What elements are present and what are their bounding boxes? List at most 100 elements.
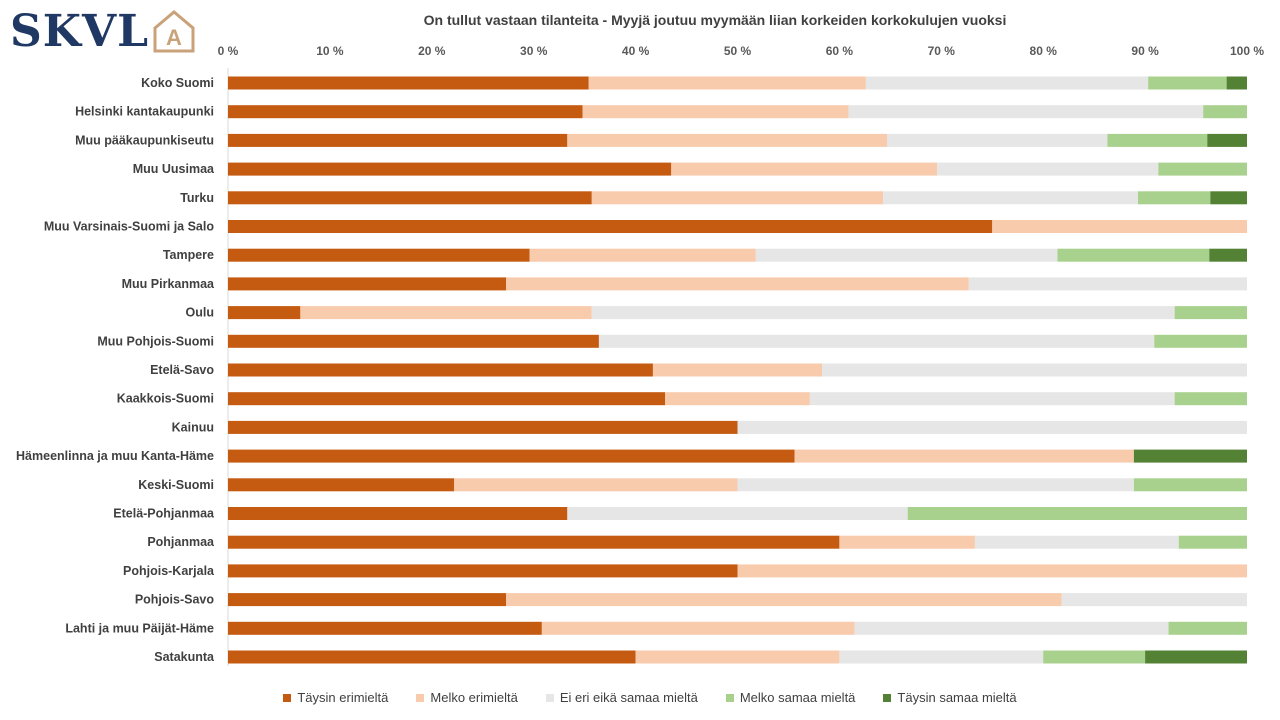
- bar-segment: [974, 535, 1179, 549]
- bar-segment: [300, 306, 592, 320]
- bar-segment: [228, 449, 795, 463]
- bar-segment: [865, 76, 1149, 90]
- bar-segment: [1154, 334, 1247, 348]
- category-label: Muu Varsinais-Suomi ja Salo: [44, 220, 215, 234]
- category-label: Muu Uusimaa: [133, 162, 215, 176]
- category-label: Lahti ja muu Päijät-Häme: [65, 621, 214, 635]
- bar-segment: [665, 392, 810, 406]
- bar-segment: [652, 363, 823, 377]
- category-label: Tampere: [163, 248, 214, 262]
- bar-segment: [567, 133, 888, 147]
- bar-segment: [1057, 248, 1210, 262]
- x-tick-label: 30 %: [520, 44, 548, 58]
- legend-label: Täysin samaa mieltä: [897, 690, 1017, 705]
- bar-segment: [992, 220, 1247, 233]
- bar-segment: [839, 535, 975, 549]
- bar-segment: [228, 76, 589, 90]
- x-tick-label: 70 %: [928, 44, 956, 58]
- bar-segment: [1207, 133, 1247, 147]
- bar-segment: [883, 191, 1138, 205]
- bar-segment: [1209, 248, 1247, 262]
- bar-segment: [228, 306, 301, 320]
- legend-label: Ei eri eikä samaa mieltä: [559, 690, 698, 705]
- bar-segment: [1174, 306, 1247, 320]
- bar-segment: [228, 564, 738, 578]
- legend-item: Melko erimieltä: [416, 690, 518, 705]
- bar-segment: [598, 334, 1155, 348]
- category-label: Pohjois-Karjala: [123, 564, 215, 578]
- legend-label: Melko samaa mieltä: [739, 690, 856, 705]
- x-tick-label: 20 %: [418, 44, 446, 58]
- bar-segment: [809, 392, 1175, 406]
- category-label: Etelä-Pohjanmaa: [113, 507, 215, 521]
- bar-segment: [588, 76, 866, 90]
- bar-segment: [887, 133, 1108, 147]
- bar-segment: [228, 478, 455, 492]
- logo-text: SKVL: [10, 6, 150, 57]
- bar-segment: [794, 449, 1134, 463]
- x-tick-label: 40 %: [622, 44, 650, 58]
- category-label: Oulu: [186, 306, 214, 320]
- bar-segment: [506, 277, 969, 291]
- logo: SKVL A: [10, 6, 197, 58]
- category-label: Satakunta: [154, 650, 215, 664]
- bar-segment: [1061, 593, 1247, 607]
- bar-segment: [582, 105, 849, 119]
- bar-segment: [228, 621, 542, 635]
- house-logo-icon: A: [153, 10, 195, 53]
- x-tick-label: 100 %: [1230, 44, 1264, 58]
- bar-segment: [635, 650, 840, 664]
- bar-segment: [228, 507, 568, 520]
- bar-segment: [1107, 133, 1208, 147]
- chart-legend: Täysin erimieltä Melko erimieltä Ei eri ei…: [0, 690, 1280, 705]
- x-tick-label: 80 %: [1030, 44, 1058, 58]
- category-label: Muu Pirkanmaa: [122, 277, 215, 291]
- legend-swatch: [725, 693, 734, 702]
- legend-label: Täysin erimieltä: [297, 690, 389, 705]
- bar-segment: [1174, 392, 1247, 406]
- bar-segment: [529, 248, 756, 262]
- bar-segment: [454, 478, 738, 492]
- category-label: Pohjois-Savo: [135, 593, 215, 607]
- legend-item: Täysin samaa mieltä: [883, 690, 1017, 705]
- bar-segment: [228, 162, 672, 176]
- bar-segment: [848, 105, 1204, 119]
- bar-segment: [671, 162, 938, 176]
- bar-segment: [968, 277, 1247, 291]
- bar-segment: [1133, 449, 1247, 463]
- category-label: Etelä-Savo: [150, 363, 214, 377]
- category-label: Hämeenlinna ja muu Kanta-Häme: [16, 449, 214, 463]
- category-label: Keski-Suomi: [138, 478, 214, 492]
- bar-segment: [907, 507, 1247, 520]
- x-tick-label: 50 %: [724, 44, 752, 58]
- x-tick-label: 60 %: [826, 44, 854, 58]
- bar-segment: [937, 162, 1159, 176]
- legend-item: Melko samaa mieltä: [725, 690, 856, 705]
- legend-item: Ei eri eikä samaa mieltä: [545, 690, 698, 705]
- legend-swatch: [545, 693, 554, 702]
- bar-segment: [228, 191, 592, 205]
- bar-segment: [228, 392, 666, 406]
- bar-segment: [228, 535, 840, 549]
- bar-segment: [854, 621, 1169, 635]
- category-label: Muu Pohjois-Suomi: [97, 334, 214, 348]
- bar-segment: [228, 220, 993, 233]
- bar-segment: [1178, 535, 1247, 549]
- category-label: Kaakkois-Suomi: [117, 392, 214, 406]
- legend-item: Täysin erimieltä: [283, 690, 388, 705]
- bar-segment: [737, 564, 1247, 578]
- legend-label: Melko erimieltä: [430, 690, 518, 705]
- bar-segment: [228, 420, 738, 434]
- category-label: Turku: [180, 191, 214, 205]
- bar-segment: [228, 334, 599, 348]
- bar-segment: [737, 420, 1247, 434]
- bar-segment: [1043, 650, 1146, 664]
- bar-segment: [755, 248, 1058, 262]
- chart-title: On tullut vastaan tilanteita - Myyjä jou…: [423, 12, 1007, 28]
- bar-segment: [228, 363, 653, 377]
- bar-segment: [228, 650, 636, 664]
- bar-segment: [541, 621, 855, 635]
- bar-segment: [567, 507, 908, 520]
- stacked-bar-chart: 0 % 10 % 20 % 30 % 40 % 50 % 60 % 70 % 80 % 90 % 1…: [16, 44, 1264, 666]
- bar-segment: [1168, 621, 1247, 635]
